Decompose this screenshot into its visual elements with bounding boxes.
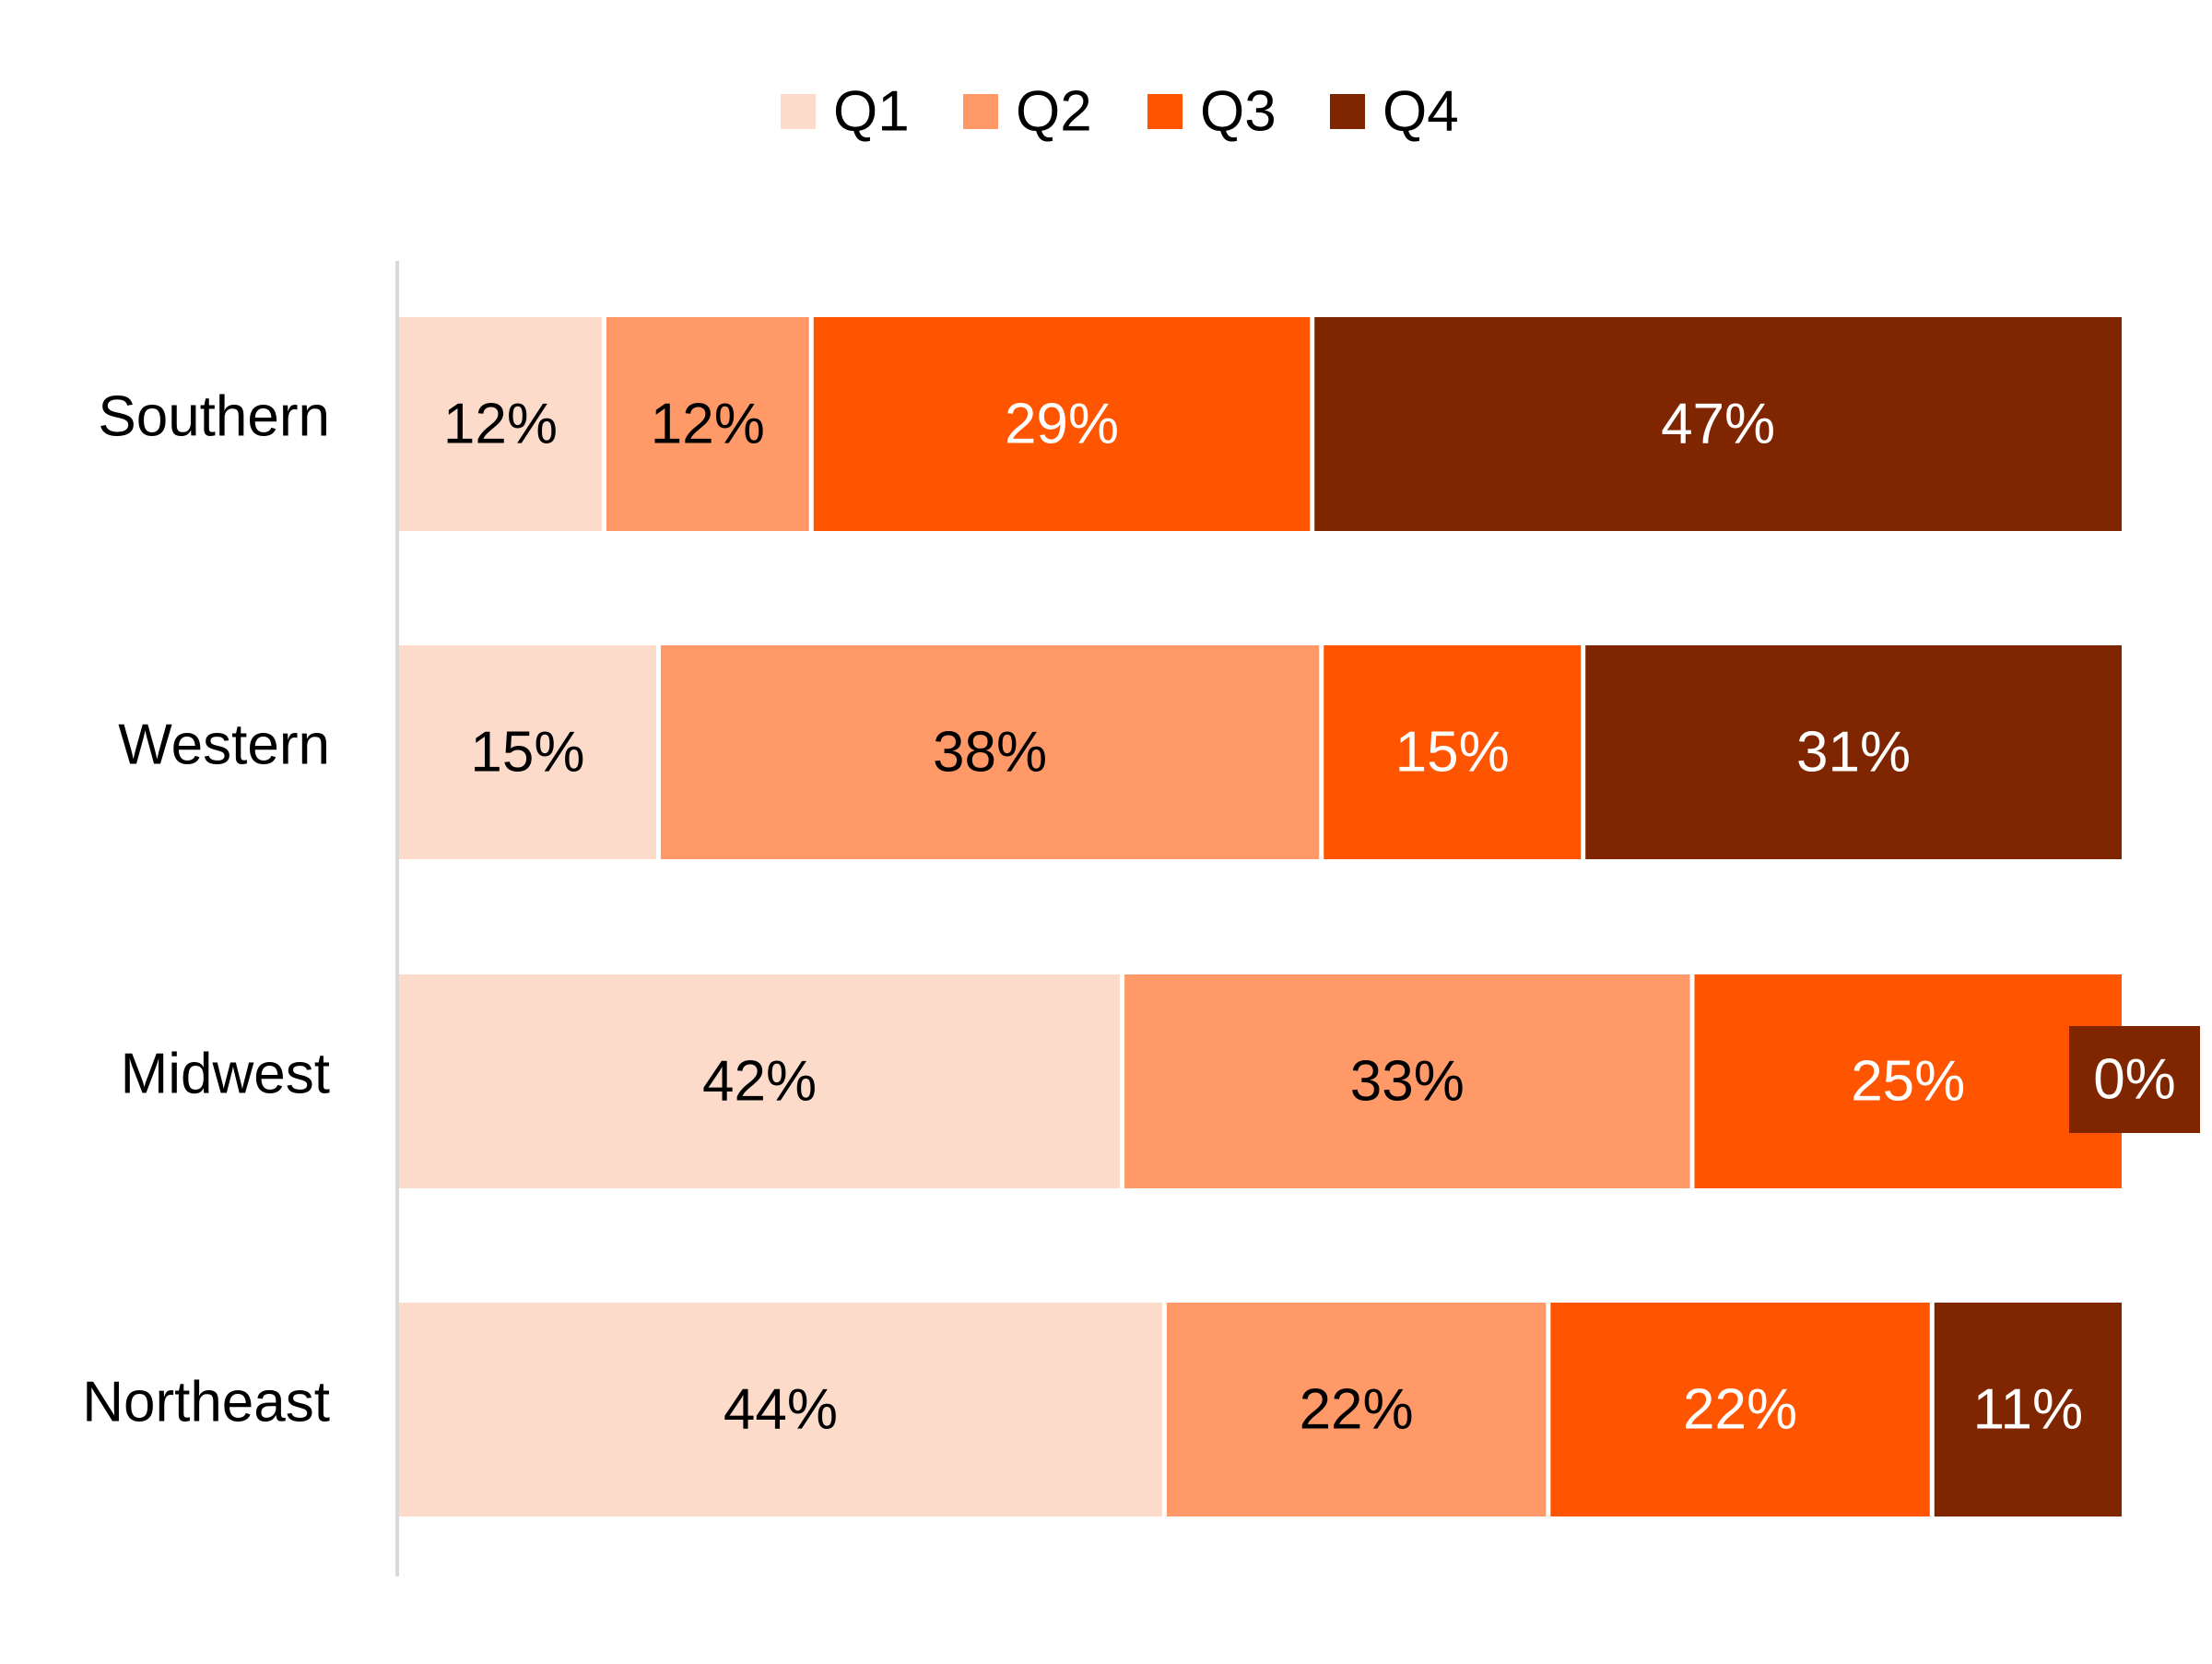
- bar-midwest-q2: [1124, 974, 1690, 1188]
- bar-western-q3: [1324, 645, 1582, 859]
- bar-northeast-q2: [1166, 1303, 1547, 1516]
- data-label-midwest-q3: 25%: [1851, 1050, 1965, 1114]
- data-label-southern-q3: 29%: [1005, 393, 1119, 456]
- data-label-northeast-q2: 22%: [1300, 1378, 1414, 1442]
- bar-southern-q4: [1314, 317, 2122, 531]
- bar-midwest-q3: [1694, 974, 2122, 1188]
- bar-western-q2: [660, 645, 1320, 859]
- legend-swatch-q4: [1330, 94, 1365, 129]
- bar-western-q4: [1585, 645, 2122, 859]
- data-label-box-midwest-q4: [2069, 1026, 2200, 1133]
- legend-swatch-q3: [1147, 94, 1182, 129]
- data-label-western-q2: 38%: [933, 721, 1047, 785]
- data-label-western-q4: 31%: [1796, 721, 1911, 785]
- bar-southern-q3: [813, 317, 1311, 531]
- data-label-northeast-q1: 44%: [724, 1378, 838, 1442]
- legend-swatch-q2: [963, 94, 998, 129]
- bars: [399, 317, 2122, 1516]
- bar-northeast-q1: [399, 1303, 1162, 1516]
- legend-label-q4: Q4: [1382, 80, 1459, 144]
- data-label-northeast-q4: 11%: [1973, 1378, 2084, 1442]
- data-labels: 12% 12% 29% 47% 15% 38% 15% 31% 42% 33% 25% 0% 44% 22…: [443, 393, 2200, 1442]
- data-label-southern-q4: 47%: [1661, 393, 1775, 456]
- legend-label-q2: Q2: [1016, 80, 1092, 144]
- data-label-western-q1: 15%: [470, 721, 584, 785]
- legend-label-q1: Q1: [833, 80, 910, 144]
- category-label-western: Western: [118, 714, 330, 777]
- data-label-midwest-q1: 42%: [702, 1050, 817, 1114]
- data-label-southern-q1: 12%: [443, 393, 558, 456]
- data-label-western-q3: 15%: [1395, 721, 1510, 785]
- bar-southern-q1: [399, 317, 602, 531]
- category-label-midwest: Midwest: [121, 1043, 330, 1106]
- data-label-midwest-q4: 0%: [2093, 1048, 2176, 1112]
- bar-northeast-q3: [1550, 1303, 1930, 1516]
- bar-midwest-q1: [399, 974, 1121, 1188]
- data-label-midwest-q2: 33%: [1350, 1050, 1465, 1114]
- legend-label-q3: Q3: [1200, 80, 1277, 144]
- category-axis-labels: Southern Western Midwest Northeast: [82, 385, 330, 1434]
- bar-southern-q2: [606, 317, 809, 531]
- bar-western-q1: [399, 645, 656, 859]
- bar-northeast-q4: [1934, 1303, 2122, 1516]
- data-label-northeast-q3: 22%: [1683, 1378, 1797, 1442]
- legend: Q1 Q2 Q3 Q4: [781, 80, 1459, 144]
- category-label-northeast: Northeast: [82, 1371, 330, 1434]
- category-label-southern: Southern: [98, 385, 330, 449]
- data-label-southern-q2: 12%: [651, 393, 765, 456]
- legend-swatch-q1: [781, 94, 816, 129]
